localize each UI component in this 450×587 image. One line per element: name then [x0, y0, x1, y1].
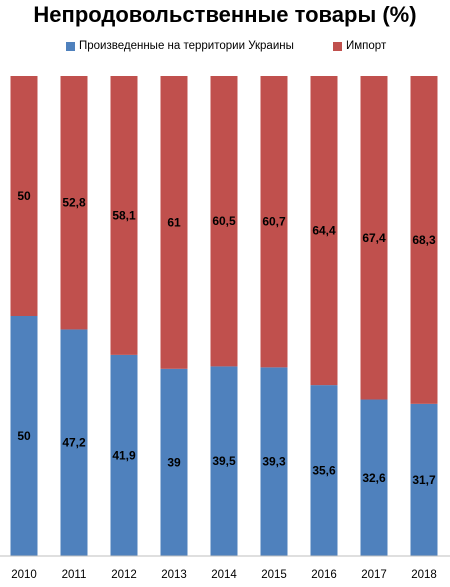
x-tick-label-2014: 2014 [211, 569, 237, 581]
bar-import-2012 [110, 76, 138, 355]
x-tick-label-2018: 2018 [411, 569, 437, 581]
data-label-import-2015: 60,7 [262, 215, 286, 229]
x-tick-label-2015: 2015 [261, 569, 287, 581]
data-label-domestic-2014: 39,5 [212, 454, 236, 468]
bar-domestic-2014 [210, 366, 238, 556]
bar-import-2018 [410, 76, 438, 404]
bar-import-2013 [160, 76, 188, 369]
data-label-domestic-2017: 32,6 [362, 471, 386, 485]
x-tick-label-2016: 2016 [311, 569, 337, 581]
bar-import-2011 [60, 76, 88, 330]
x-tick-label-2010: 2010 [11, 569, 37, 581]
legend-swatch-domestic [66, 41, 75, 51]
bar-import-2015 [260, 76, 288, 368]
data-label-import-2010: 50 [17, 189, 31, 203]
data-label-domestic-2018: 31,7 [412, 473, 436, 487]
legend-item-domestic: Произведенные на территории Украины [66, 40, 294, 52]
legend-label-domestic: Произведенные на территории Украины [79, 40, 294, 52]
data-label-domestic-2011: 47,2 [62, 436, 86, 450]
legend-swatch-import [333, 41, 342, 51]
x-tick-label-2011: 2011 [62, 569, 87, 581]
chart-title: Непродовольственные товары (%) [33, 2, 417, 27]
bar-domestic-2015 [260, 367, 288, 556]
bar-domestic-2011 [60, 329, 88, 556]
legend: Произведенные на территории Украины Импо… [0, 40, 450, 58]
data-label-domestic-2016: 35,6 [312, 464, 336, 478]
data-label-domestic-2013: 39 [167, 455, 181, 469]
bar-domestic-2013 [160, 368, 188, 556]
x-tick-label-2017: 2017 [361, 569, 387, 581]
bar-import-2010 [10, 76, 38, 316]
legend-label-import: Импорт [346, 40, 387, 52]
bar-import-2016 [310, 76, 338, 386]
x-tick-label-2012: 2012 [111, 569, 137, 581]
data-label-import-2016: 64,4 [312, 224, 336, 238]
data-label-import-2013: 61 [167, 215, 181, 229]
data-label-import-2011: 52,8 [62, 196, 86, 210]
bar-domestic-2016 [310, 385, 338, 556]
bar-domestic-2018 [410, 403, 438, 556]
data-label-domestic-2010: 50 [17, 429, 31, 443]
data-label-import-2012: 58,1 [112, 208, 136, 222]
bar-domestic-2010 [10, 316, 38, 556]
data-label-import-2017: 67,4 [362, 231, 386, 245]
data-label-import-2018: 68,3 [412, 233, 436, 247]
x-tick-label-2013: 2013 [161, 569, 187, 581]
data-label-domestic-2015: 39,3 [262, 455, 286, 469]
data-label-domestic-2012: 41,9 [112, 448, 136, 462]
bar-import-2017 [360, 76, 388, 400]
legend-item-import: Импорт [333, 40, 386, 52]
bar-domestic-2012 [110, 354, 138, 556]
data-label-import-2014: 60,5 [212, 214, 236, 228]
bar-domestic-2017 [360, 399, 388, 556]
bar-import-2014 [210, 76, 238, 367]
